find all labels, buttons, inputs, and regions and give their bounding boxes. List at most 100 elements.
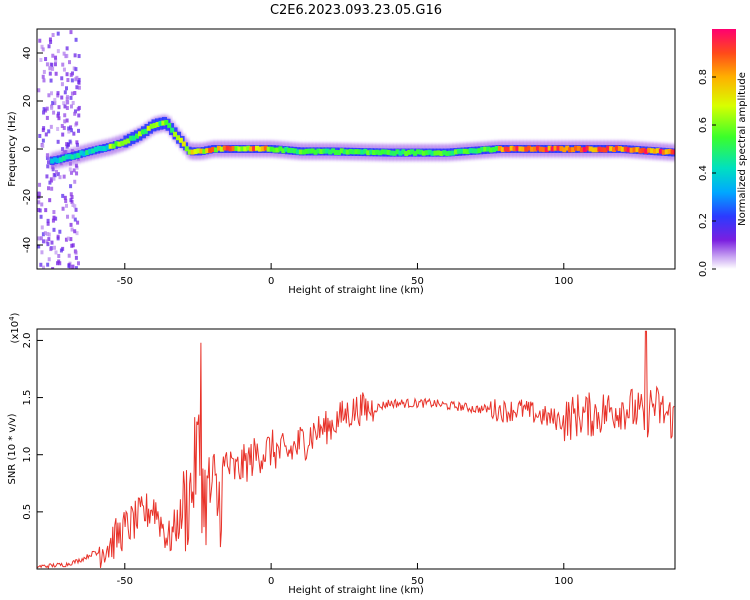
noise-cell <box>77 54 81 59</box>
y-tick-label: 1.0 <box>22 447 33 463</box>
noise-cell <box>39 214 43 219</box>
noise-cell <box>46 231 50 236</box>
noise-cell <box>42 110 46 115</box>
noise-cell <box>41 265 45 269</box>
noise-cell <box>46 218 50 223</box>
noise-cell <box>69 170 73 175</box>
noise-cell <box>41 232 45 237</box>
ridge-core <box>345 149 350 155</box>
spectrogram-panel: -50 0 50 100 -40 -20 0 20 40 Height of straight… <box>7 28 676 296</box>
ridge-core <box>389 150 394 156</box>
noise-cell <box>61 62 65 67</box>
ridge-core <box>67 154 72 160</box>
noise-cell <box>64 198 68 203</box>
noise-cell <box>38 182 42 187</box>
noise-cell <box>40 202 44 207</box>
noise-cell <box>56 49 60 54</box>
colorbar: 0.0 0.2 0.4 0.6 0.8 Normalized spectral ampl… <box>698 29 748 277</box>
noise-cell <box>74 250 78 255</box>
noise-cell <box>71 264 75 269</box>
ridge-core <box>50 158 55 164</box>
ridge-core <box>483 146 488 152</box>
ridge-core <box>149 123 154 129</box>
ridge-core <box>79 150 84 156</box>
spectrogram-x-label: Height of straight line (km) <box>288 285 424 296</box>
ridge-core <box>494 145 499 151</box>
ridge-core <box>407 149 412 155</box>
noise-cell <box>77 79 81 84</box>
x-tick-label: 50 <box>411 576 424 587</box>
noise-cell <box>75 140 79 145</box>
noise-cell <box>62 125 66 130</box>
ridge-core <box>620 146 625 152</box>
ridge-core <box>290 148 295 154</box>
ridge-core <box>178 137 183 143</box>
ridge-core <box>331 148 336 154</box>
ridge-core <box>105 144 110 150</box>
noise-cell <box>72 168 76 173</box>
ridge-core <box>372 150 377 156</box>
noise-cell <box>47 93 51 98</box>
noise-cell <box>41 74 45 79</box>
ridge-core <box>88 148 93 154</box>
noise-cell <box>42 78 46 83</box>
ridge-core <box>468 148 473 154</box>
ridge-core <box>287 147 292 153</box>
noise-cell <box>44 108 48 113</box>
noise-cell <box>56 126 60 131</box>
spectrogram-y-ticks: -40 -20 0 20 40 <box>22 47 43 253</box>
ridge-core <box>208 147 213 153</box>
noise-cell <box>69 128 73 133</box>
noise-cell <box>58 229 62 234</box>
noise-cell <box>48 198 52 203</box>
ridge-core <box>260 146 265 152</box>
ridge-core <box>410 149 415 155</box>
ridge-core <box>363 148 368 154</box>
ridge-core <box>167 122 172 128</box>
ridge-core <box>76 152 81 158</box>
ridge-core <box>535 145 540 151</box>
ridge-core <box>632 147 637 153</box>
noise-cell <box>76 261 80 266</box>
ridge-core <box>298 149 303 155</box>
ridge-core <box>269 146 274 152</box>
noise-cell <box>77 85 81 90</box>
ridge-core <box>219 146 224 152</box>
noise-cell <box>60 82 64 87</box>
ridge-core <box>108 143 113 149</box>
noise-cell <box>40 225 44 230</box>
ridge-core <box>395 149 400 155</box>
ridge-core <box>70 154 75 160</box>
noise-cell <box>65 46 69 51</box>
ridge-core <box>415 149 420 155</box>
noise-cell <box>44 208 48 213</box>
noise-cell <box>63 104 67 109</box>
noise-cell <box>62 51 66 56</box>
noise-cell <box>69 104 73 109</box>
ridge-core <box>465 149 470 155</box>
ridge-core <box>228 146 233 152</box>
ridge-core <box>600 147 605 153</box>
ridge-core <box>509 145 514 151</box>
noise-cell <box>49 78 53 83</box>
noise-cell <box>52 227 56 232</box>
noise-cell <box>51 267 55 269</box>
ridge-core <box>263 145 268 151</box>
colorbar-tick-label: 0.0 <box>698 261 709 277</box>
noise-cell <box>42 69 46 74</box>
noise-cell <box>39 262 43 267</box>
ridge-core <box>334 149 339 155</box>
noise-cell <box>47 257 51 262</box>
noise-cell <box>40 250 44 255</box>
ridge-core <box>132 135 137 141</box>
ridge-core <box>184 146 189 152</box>
ridge-core <box>351 149 356 155</box>
noise-cell <box>73 217 77 222</box>
ridge-core <box>55 158 60 164</box>
noise-cell <box>41 143 45 148</box>
ridge-core <box>617 146 622 152</box>
noise-cell <box>37 88 41 93</box>
noise-cell <box>72 131 76 136</box>
snr-x-ticks: -50 0 50 100 <box>117 563 573 587</box>
ridge-core <box>550 146 555 152</box>
